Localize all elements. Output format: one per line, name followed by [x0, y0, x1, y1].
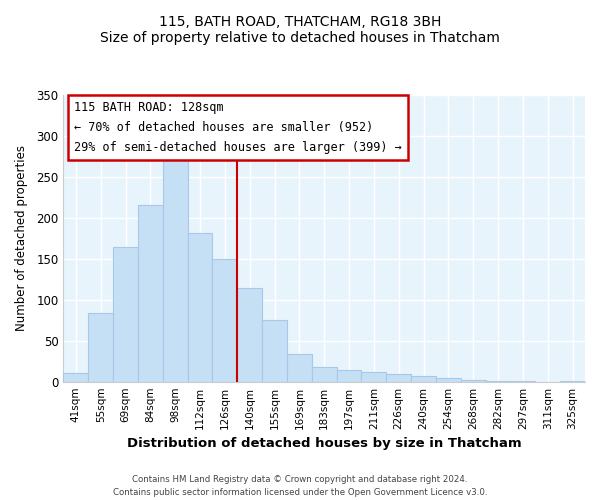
- Bar: [188, 232, 212, 382]
- Bar: [64, 372, 88, 382]
- Bar: [485, 381, 511, 382]
- Bar: [138, 205, 163, 382]
- Text: Contains HM Land Registry data © Crown copyright and database right 2024.
Contai: Contains HM Land Registry data © Crown c…: [113, 475, 487, 497]
- Bar: [436, 378, 461, 382]
- Bar: [361, 372, 386, 382]
- Text: 115, BATH ROAD, THATCHAM, RG18 3BH
Size of property relative to detached houses : 115, BATH ROAD, THATCHAM, RG18 3BH Size …: [100, 15, 500, 45]
- Y-axis label: Number of detached properties: Number of detached properties: [15, 146, 28, 332]
- Bar: [163, 147, 188, 382]
- Bar: [337, 370, 361, 382]
- Bar: [560, 381, 585, 382]
- Bar: [113, 248, 138, 382]
- X-axis label: Distribution of detached houses by size in Thatcham: Distribution of detached houses by size …: [127, 437, 521, 450]
- Bar: [262, 320, 287, 382]
- Bar: [287, 354, 312, 382]
- Text: 115 BATH ROAD: 128sqm
← 70% of detached houses are smaller (952)
29% of semi-det: 115 BATH ROAD: 128sqm ← 70% of detached …: [74, 101, 401, 154]
- Bar: [237, 288, 262, 382]
- Bar: [312, 367, 337, 382]
- Bar: [461, 380, 485, 382]
- Bar: [386, 374, 411, 382]
- Bar: [212, 259, 237, 382]
- Bar: [511, 381, 535, 382]
- Bar: [411, 376, 436, 382]
- Bar: [88, 313, 113, 382]
